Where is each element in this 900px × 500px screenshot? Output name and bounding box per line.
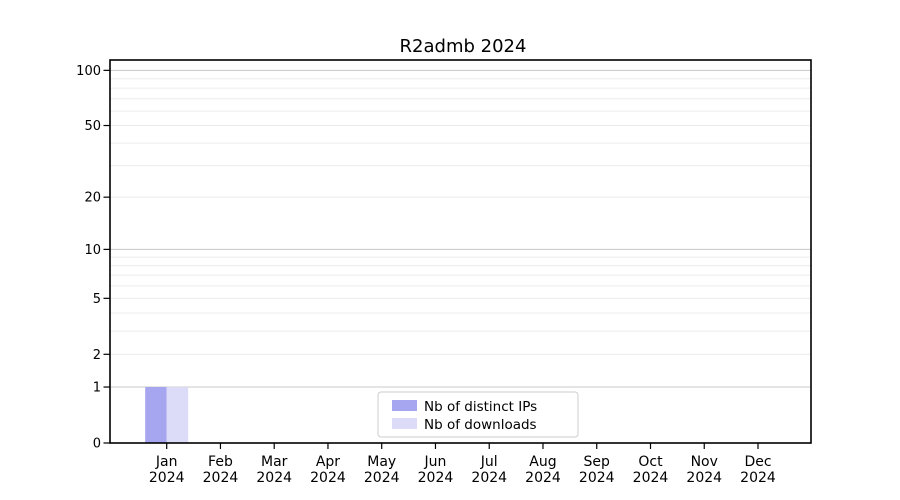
x-tick-label-month: May bbox=[367, 454, 396, 470]
x-tick-label-year: 2024 bbox=[203, 470, 239, 486]
x-tick-label-year: 2024 bbox=[310, 470, 346, 486]
x-tick-label-month: Oct bbox=[638, 454, 663, 470]
x-tick-label-month: Jul bbox=[480, 454, 498, 470]
x-tick-label-month: Apr bbox=[316, 454, 340, 470]
y-tick-label: 2 bbox=[93, 348, 101, 363]
y-tick-label: 20 bbox=[84, 191, 101, 206]
x-tick-label-year: 2024 bbox=[579, 470, 615, 486]
x-tick-label-year: 2024 bbox=[525, 470, 561, 486]
x-tick-label-year: 2024 bbox=[686, 470, 722, 486]
y-axis-ticks bbox=[103, 69, 110, 444]
legend-swatch-downloads bbox=[392, 418, 417, 429]
bar-nb-of-distinct-ips-jan bbox=[145, 387, 167, 443]
legend-label-downloads: Nb of downloads bbox=[424, 417, 537, 433]
x-axis-ticks bbox=[166, 443, 759, 449]
y-tick-label: 0 bbox=[93, 437, 101, 452]
x-tick-label-year: 2024 bbox=[364, 470, 400, 486]
bars bbox=[145, 387, 189, 443]
x-tick-label-year: 2024 bbox=[149, 470, 185, 486]
x-tick-label-month: Aug bbox=[529, 454, 556, 470]
legend-box bbox=[377, 391, 579, 438]
legend-swatch-distinct-ips bbox=[392, 400, 417, 411]
x-tick-label-year: 2024 bbox=[418, 470, 454, 486]
y-axis-labels: 0 1 2 5 10 20 50 100 bbox=[76, 64, 101, 452]
gridlines-major bbox=[110, 69, 811, 388]
bar-nb-of-downloads-jan bbox=[166, 387, 189, 443]
x-tick-label-year: 2024 bbox=[471, 470, 507, 486]
x-tick-label-year: 2024 bbox=[256, 470, 292, 486]
x-tick-label-year: 2024 bbox=[633, 470, 669, 486]
x-tick-label-month: Feb bbox=[208, 454, 233, 470]
x-tick-label-month: Dec bbox=[744, 454, 771, 470]
y-tick-label: 50 bbox=[84, 119, 101, 134]
legend-label-distinct-ips: Nb of distinct IPs bbox=[424, 399, 537, 415]
y-tick-label: 5 bbox=[93, 292, 101, 307]
x-axis-labels: Jan2024Feb2024Mar2024Apr2024May2024Jun20… bbox=[149, 454, 776, 486]
x-tick-label-year: 2024 bbox=[740, 470, 776, 486]
gridlines-minor bbox=[110, 78, 811, 332]
y-tick-label: 10 bbox=[84, 243, 101, 258]
legend: Nb of distinct IPs Nb of downloads bbox=[377, 391, 579, 438]
y-tick-label: 1 bbox=[93, 381, 101, 396]
plot-frame bbox=[109, 59, 812, 444]
chart-title: R2admb 2024 bbox=[400, 36, 527, 57]
y-tick-label: 100 bbox=[76, 64, 101, 79]
x-tick-label-month: Mar bbox=[261, 454, 288, 470]
x-tick-label-month: Nov bbox=[691, 454, 718, 470]
x-tick-label-month: Jun bbox=[424, 454, 447, 470]
x-tick-label-month: Sep bbox=[584, 454, 611, 470]
x-tick-label-month: Jan bbox=[155, 454, 178, 470]
